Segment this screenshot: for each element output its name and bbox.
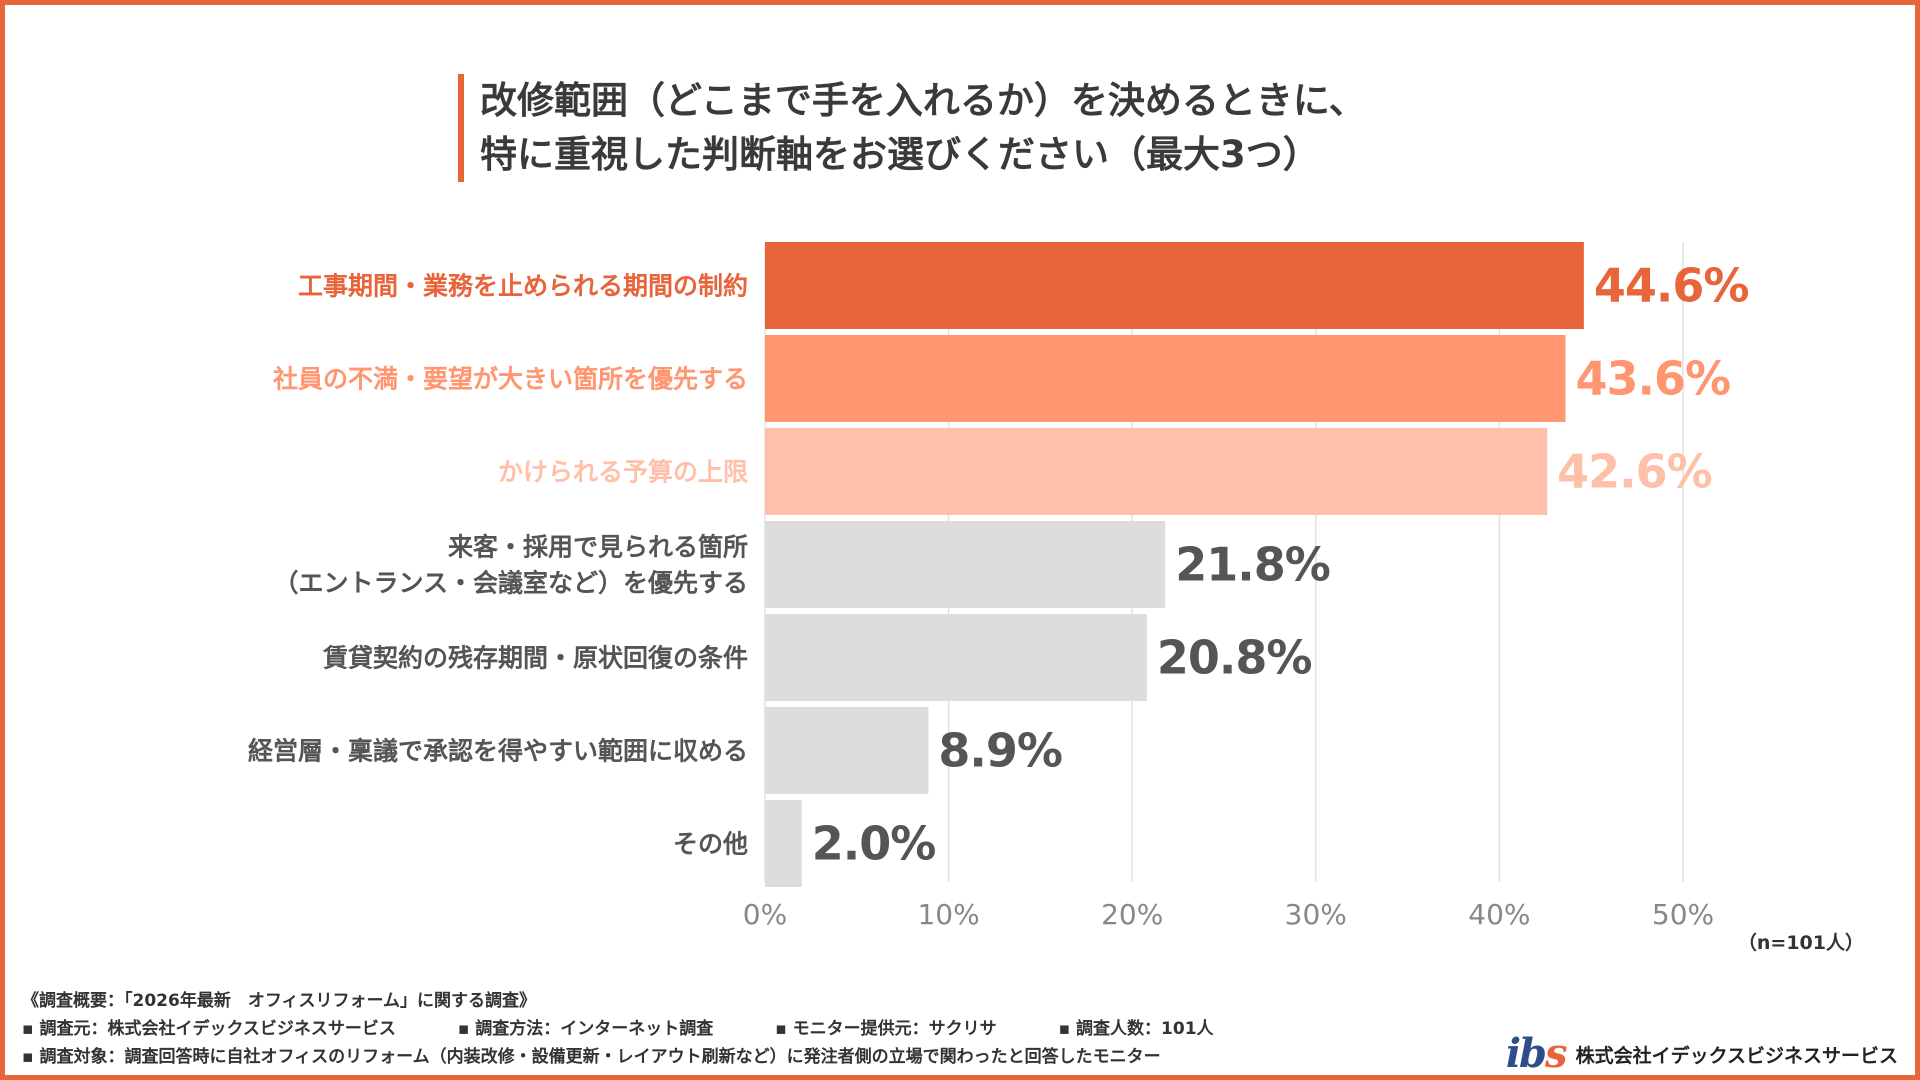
bar: [765, 800, 802, 887]
category-label: その他: [673, 830, 748, 859]
bar: [765, 707, 929, 794]
category-label: かけられる予算の上限: [498, 458, 748, 487]
survey-details-row: ▪ 調査元：株式会社イデックスビジネスサービス ▪ 調査方法：インターネット調査…: [22, 1015, 1214, 1043]
bar: [765, 428, 1548, 515]
x-tick-label: 0%: [743, 898, 787, 931]
survey-method: ▪ 調査方法：インターネット調査: [457, 1019, 714, 1039]
x-tick-label: 50%: [1652, 898, 1714, 931]
survey-target: ▪ 調査対象：調査回答時に自社オフィスのリフォーム（内装改修・設備更新・レイアウ…: [22, 1047, 1161, 1067]
bar: [765, 335, 1566, 422]
bar: [765, 521, 1166, 608]
bar-value-label: 44.6%: [1594, 259, 1749, 313]
category-label: 社員の不満・要望が大きい箇所を優先する: [273, 365, 748, 394]
title-line-1: 改修範囲（どこまで手を入れるか）を決めるときに、: [480, 79, 1366, 122]
chart-title: 改修範囲（どこまで手を入れるか）を決めるときに、 特に重視した判断軸をお選びくだ…: [458, 74, 1366, 182]
bar: [765, 242, 1584, 329]
category-label: （エントランス・会議室など）を優先する: [273, 569, 748, 598]
title-line-2: 特に重視した判断軸をお選びください（最大3つ）: [480, 133, 1320, 176]
category-label: 来客・採用で見られる箇所: [448, 533, 748, 562]
bar-value-label: 42.6%: [1557, 445, 1712, 499]
survey-monitor-provider: ▪ モニター提供元：サクリサ: [775, 1019, 997, 1039]
x-tick-label: 30%: [1285, 898, 1347, 931]
x-tick-label: 40%: [1468, 898, 1530, 931]
company-name: 株式会社イデックスビジネスサービス: [1575, 1044, 1898, 1067]
bar-value-label: 43.6%: [1575, 352, 1730, 406]
category-label: 経営層・稟議で承認を得やすい範囲に収める: [248, 737, 748, 766]
category-label: 賃貸契約の残存期間・原状回復の条件: [322, 644, 748, 673]
bar: [765, 614, 1147, 701]
bar-value-label: 8.9%: [938, 724, 1062, 778]
x-tick-label: 20%: [1101, 898, 1163, 931]
bar-value-label: 2.0%: [812, 817, 936, 871]
ibs-logo-icon: ibs: [1505, 1030, 1568, 1077]
bar-value-label: 20.8%: [1157, 631, 1312, 685]
survey-footer: 《調査概要：「2026年最新 オフィスリフォーム」に関する調査》 ▪ 調査元：株…: [22, 987, 1214, 1071]
survey-overview: 《調査概要：「2026年最新 オフィスリフォーム」に関する調査》: [22, 991, 536, 1011]
survey-respondents: ▪ 調査人数：101人: [1058, 1019, 1214, 1039]
company-logo: ibs 株式会社イデックスビジネスサービス: [1506, 1034, 1898, 1074]
bar-value-label: 21.8%: [1175, 538, 1330, 592]
survey-source: ▪ 調査元：株式会社イデックスビジネスサービス: [22, 1019, 396, 1039]
x-tick-label: 10%: [917, 898, 979, 931]
category-label: 工事期間・業務を止められる期間の制約: [298, 272, 748, 301]
sample-size-note: （n=101人）: [1737, 932, 1864, 954]
